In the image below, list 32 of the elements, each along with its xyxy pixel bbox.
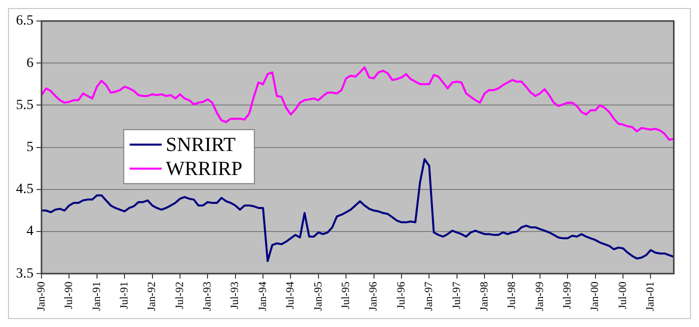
x-tick-label: Jul-98 xyxy=(506,281,518,310)
x-tick-label: Jul-93 xyxy=(229,281,242,310)
x-tick-label: Jul-00 xyxy=(616,281,629,310)
y-tick-label: 5.5 xyxy=(16,98,34,113)
x-tick-label: Jan-98 xyxy=(478,281,490,311)
x-tick-label: Jul-90 xyxy=(63,281,76,310)
y-tick-label: 3.5 xyxy=(16,266,34,282)
x-tick-label: Jul-99 xyxy=(562,281,574,310)
legend-label: WRRIRP xyxy=(166,158,242,180)
x-tick-label: Jul-91 xyxy=(118,282,130,310)
x-tick-label: Jan-00 xyxy=(589,281,602,311)
x-tick-label: Jan-96 xyxy=(368,281,380,311)
x-tick-label: Jan-93 xyxy=(202,281,214,311)
y-tick-label: 6.5 xyxy=(16,14,34,29)
x-tick-label: Jan-90 xyxy=(35,281,48,311)
x-tick-label: Jan-92 xyxy=(146,282,158,311)
y-tick-label: 5 xyxy=(26,140,34,156)
x-tick-label: Jul-96 xyxy=(395,281,408,310)
x-tick-label: Jan-95 xyxy=(312,281,324,311)
x-tick-label: Jul-94 xyxy=(284,281,297,310)
x-tick-label: Jul-95 xyxy=(340,281,352,310)
y-tick-label: 6 xyxy=(26,56,34,71)
x-tick-label: Jan-91 xyxy=(90,282,103,311)
x-tick-label: Jan-01 xyxy=(644,282,657,311)
x-tick-label: Jan-99 xyxy=(534,281,546,311)
x-tick-label: Jul-97 xyxy=(450,281,463,310)
legend-label: SNRIRT xyxy=(166,134,236,156)
y-tick-label: 4.5 xyxy=(16,182,34,198)
x-tick-label: Jan-97 xyxy=(423,281,436,311)
y-tick-label: 4 xyxy=(26,224,34,240)
x-tick-label: Jan-94 xyxy=(256,281,269,311)
x-tick-label: Jul-92 xyxy=(174,282,186,310)
